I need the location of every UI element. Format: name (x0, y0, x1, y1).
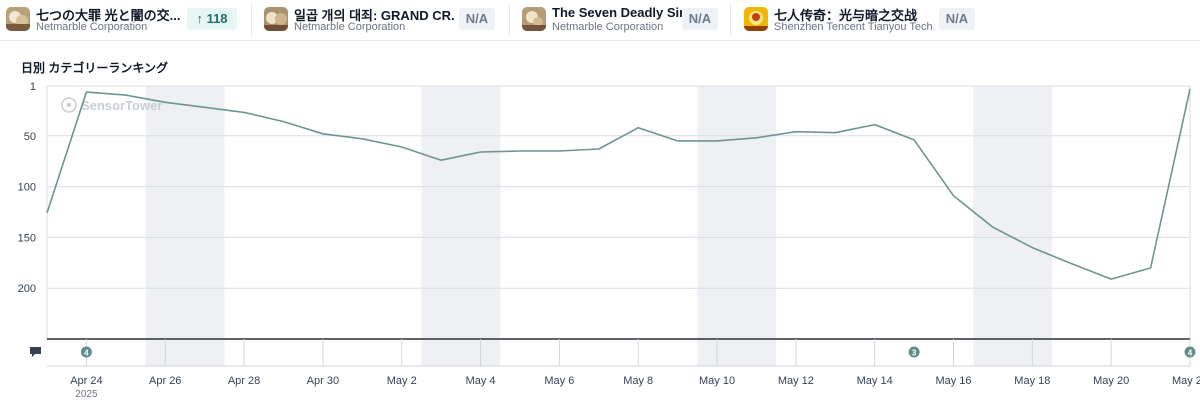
data-point (124, 93, 128, 97)
app-icon-seven-deadly-sins-en (522, 7, 546, 31)
data-point (952, 194, 956, 198)
app-icon-seven-deadly-sins-cn (744, 7, 768, 31)
data-point (833, 131, 837, 135)
x-tick-label: May 4 (466, 375, 496, 387)
event-marker: 4 (80, 346, 92, 358)
data-point (281, 120, 285, 124)
divider (251, 4, 252, 36)
data-point (163, 100, 167, 104)
app-publisher: Netmarble Corporation (294, 21, 406, 33)
weekend-band (145, 86, 225, 339)
sensor-tower-watermark: SensorTower (61, 97, 162, 113)
data-point (715, 139, 719, 143)
data-point (84, 90, 88, 94)
data-point (439, 158, 443, 162)
data-point (1070, 262, 1074, 266)
app-name: The Seven Deadly Sins (552, 5, 695, 20)
x-tick-label: May 6 (544, 375, 574, 387)
event-marker-dot (80, 346, 92, 358)
data-point (1109, 277, 1113, 281)
rank-change-badge: ↑ 118 (187, 8, 237, 30)
data-point (1188, 87, 1192, 91)
data-point (676, 139, 680, 143)
data-point (873, 123, 877, 127)
data-point (794, 130, 798, 134)
x-tick-label: Apr 26 (149, 375, 181, 387)
y-tick-label: 200 (18, 283, 36, 295)
comment-icon (30, 347, 41, 357)
x-tick-label: May 16 (935, 375, 971, 387)
ranking-series-line (46, 88, 1191, 280)
app-card-2[interactable]: 일곱 개의 대죄: GRAND CR... Netmarble Corporat… (264, 0, 499, 40)
weekend-band-marker-row (421, 339, 501, 366)
event-marker-count: 3 (912, 349, 917, 358)
x-tick-label: Apr 24 (70, 375, 102, 387)
data-point (400, 145, 404, 149)
event-marker-dot (1184, 346, 1196, 358)
data-point (597, 147, 601, 151)
x-tick-label: Apr 28 (228, 375, 260, 387)
event-marker-dot (908, 346, 920, 358)
event-marker-count: 4 (84, 349, 89, 358)
chart-title: 日別 カテゴリーランキング (21, 61, 168, 75)
weekend-band-marker-row (973, 339, 1053, 366)
x-tick-label: May 2 (387, 375, 417, 387)
data-point (1030, 246, 1034, 250)
weekend-band (421, 86, 501, 339)
event-marker: 4 (1184, 346, 1196, 358)
y-tick-label: 1 (30, 81, 36, 93)
x-tick-label: May 12 (778, 375, 814, 387)
data-point (991, 225, 995, 229)
x-tick-label: May 10 (699, 375, 735, 387)
data-point (479, 150, 483, 154)
data-point (203, 105, 207, 109)
data-point (912, 138, 916, 142)
x-year-label: 2025 (75, 389, 98, 400)
rank-change-badge: N/A (459, 8, 495, 30)
event-marker: 3 (908, 346, 920, 358)
x-tick-label: May 14 (857, 375, 893, 387)
event-marker-count: 4 (1188, 349, 1193, 358)
data-point (321, 132, 325, 136)
app-icon-seven-deadly-sins-jp (6, 7, 30, 31)
data-point (557, 149, 561, 153)
app-name: 일곱 개의 대죄: GRAND CR... (294, 8, 454, 23)
data-point (1149, 266, 1153, 270)
divider (730, 4, 731, 36)
x-tick-label: May 18 (1014, 375, 1050, 387)
app-icon-seven-deadly-sins-kr (264, 7, 288, 31)
app-name: 七人传奇：光与暗之交战 (774, 8, 918, 23)
data-point (518, 149, 522, 153)
app-card-3[interactable]: The Seven Deadly Sins Netmarble Corporat… (522, 0, 722, 40)
weekend-band-marker-row (697, 339, 777, 366)
data-point (45, 211, 49, 215)
app-publisher: Netmarble Corporation (36, 21, 148, 33)
watermark-text: SensorTower (81, 98, 162, 113)
app-publisher: Shenzhen Tencent Tianyou Tech... (774, 21, 934, 33)
app-publisher: Netmarble Corporation (552, 21, 664, 33)
data-point (242, 110, 246, 114)
y-tick-label: 150 (18, 232, 36, 244)
app-name: 七つの大罪 光と闇の交... (36, 8, 181, 23)
rank-change-badge: N/A (939, 8, 975, 30)
rank-change-badge: N/A (682, 8, 718, 30)
x-tick-label: Apr 30 (307, 375, 339, 387)
data-point (360, 137, 364, 141)
app-card-1[interactable]: 七つの大罪 光と闇の交... Netmarble Corporation ↑ 1… (6, 0, 241, 40)
weekend-band-marker-row (145, 339, 225, 366)
y-tick-label: 100 (18, 182, 36, 194)
app-compare-bar: 七つの大罪 光と闇の交... Netmarble Corporation ↑ 1… (0, 0, 1200, 41)
x-tick-label: May 8 (623, 375, 653, 387)
data-point (636, 126, 640, 130)
y-tick-label: 50 (24, 131, 36, 143)
app-card-4[interactable]: 七人传奇：光与暗之交战 Shenzhen Tencent Tianyou Tec… (744, 0, 984, 40)
x-tick-label: May 22 (1172, 375, 1200, 387)
divider (509, 4, 510, 36)
weekend-band (697, 86, 777, 339)
x-tick-label: May 20 (1093, 375, 1129, 387)
data-point (754, 136, 758, 140)
weekend-band (973, 86, 1053, 339)
